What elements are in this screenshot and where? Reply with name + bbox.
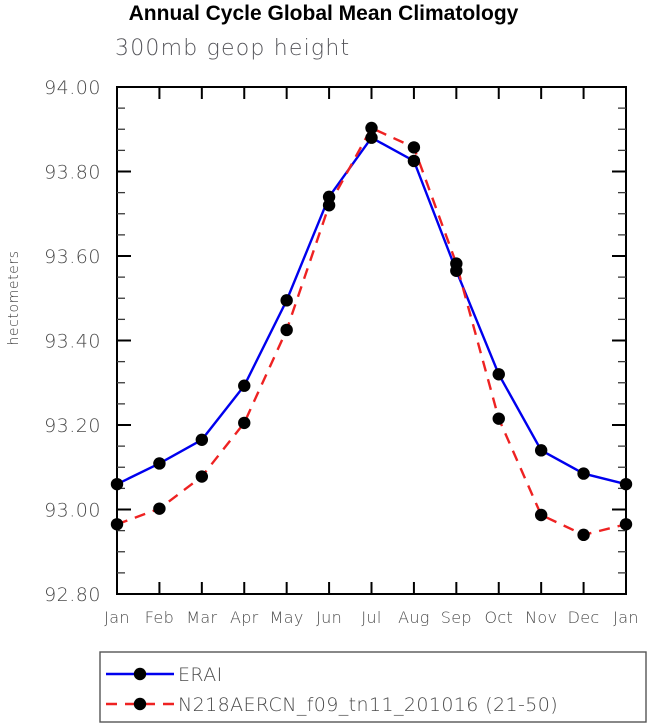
data-point-marker bbox=[407, 154, 421, 168]
x-tick-label: Mar bbox=[186, 608, 217, 627]
data-point-marker bbox=[322, 199, 336, 212]
y-tick-label: 93.20 bbox=[44, 415, 101, 437]
x-tick-label: Apr bbox=[230, 608, 259, 627]
data-point-marker bbox=[577, 467, 590, 480]
y-tick-label: 93.40 bbox=[44, 331, 101, 353]
data-point-marker bbox=[195, 433, 209, 446]
x-tick-label: Oct bbox=[484, 608, 513, 627]
legend-marker-0 bbox=[133, 667, 147, 681]
x-tick-label: Jan bbox=[613, 608, 639, 627]
x-tick-label: Jan bbox=[104, 608, 130, 627]
data-point-marker bbox=[195, 470, 209, 483]
data-point-marker bbox=[534, 508, 548, 522]
data-point-marker bbox=[238, 379, 251, 392]
chart-subtitle: 300mb geop height bbox=[115, 36, 351, 61]
y-tick-label: 92.80 bbox=[44, 584, 101, 606]
data-point-marker bbox=[280, 294, 293, 307]
y-tick-labels: 92.80 93.00 93.20 93.40 93.60 93.80 94.00 bbox=[44, 77, 101, 606]
data-point-marker bbox=[280, 323, 293, 337]
legend-label-1: N218AERCN_f09_tn11_201016 (21-50) bbox=[178, 694, 558, 716]
data-point-marker bbox=[110, 477, 124, 491]
data-point-marker bbox=[407, 141, 421, 154]
data-point-marker bbox=[365, 131, 378, 144]
y-tick-label: 93.60 bbox=[44, 246, 101, 268]
x-tick-labels: Jan Feb Mar Apr May Jun Jul Aug Sep Oct Nov Dec Jan bbox=[104, 608, 639, 627]
page-title: Annual Cycle Global Mean Climatology bbox=[128, 2, 519, 25]
data-point-marker bbox=[534, 444, 548, 457]
data-point-marker bbox=[577, 528, 590, 542]
x-tick-label: Jun bbox=[316, 608, 342, 627]
series-layer bbox=[110, 121, 633, 542]
y-tick-label: 94.00 bbox=[44, 77, 101, 99]
x-tick-label: May bbox=[270, 608, 304, 627]
data-point-marker bbox=[365, 121, 378, 135]
data-point-marker bbox=[492, 368, 505, 381]
data-point-marker bbox=[238, 416, 251, 430]
data-point-marker bbox=[619, 477, 633, 491]
axes-layer bbox=[116, 86, 627, 595]
chart-legend: ERAI N218AERCN_f09_tn11_201016 (21-50) bbox=[99, 651, 647, 723]
series-line-0 bbox=[116, 136, 627, 486]
x-tick-label: Aug bbox=[398, 608, 430, 627]
x-tick-label: Jul bbox=[361, 608, 381, 627]
data-point-marker bbox=[619, 518, 633, 531]
y-tick-label: 93.00 bbox=[44, 500, 101, 522]
x-tick-label: Dec bbox=[568, 608, 600, 627]
legend-marker-1 bbox=[133, 697, 147, 711]
data-point-marker bbox=[450, 257, 463, 270]
data-point-marker bbox=[110, 518, 124, 531]
x-tick-label: Sep bbox=[441, 608, 472, 627]
x-tick-label: Feb bbox=[145, 608, 174, 627]
data-point-marker bbox=[153, 457, 166, 470]
x-tick-label: Nov bbox=[525, 608, 557, 627]
data-point-marker bbox=[153, 502, 166, 515]
y-tick-label: 93.80 bbox=[44, 162, 101, 184]
legend-label-0: ERAI bbox=[178, 664, 223, 686]
series-line-1 bbox=[116, 126, 627, 537]
data-point-marker bbox=[492, 412, 505, 425]
